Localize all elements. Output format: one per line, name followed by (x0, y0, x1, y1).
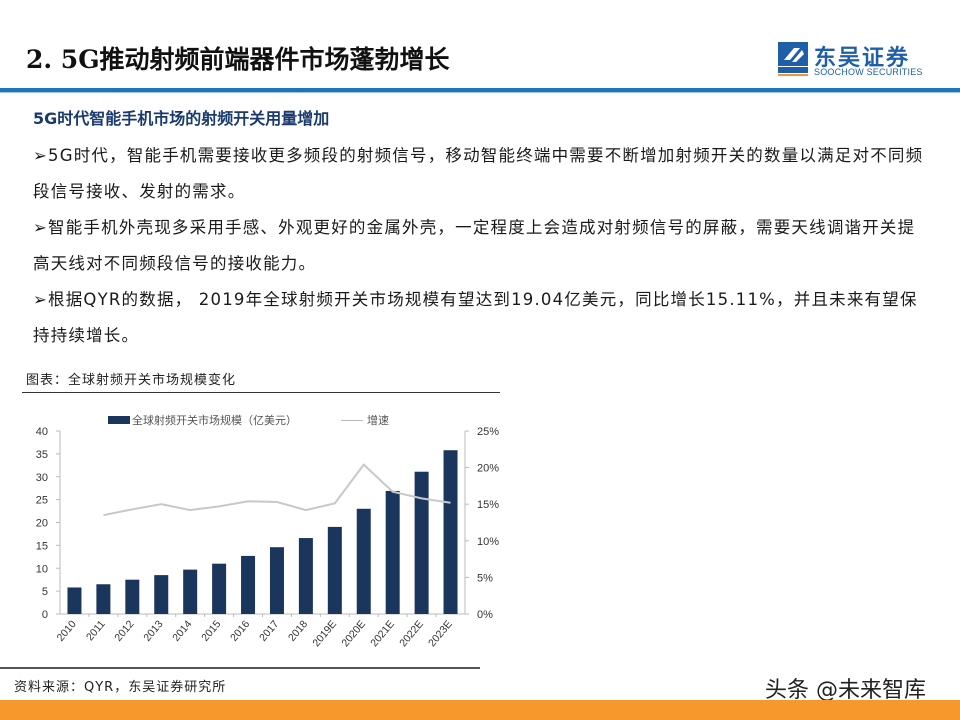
bar (96, 584, 111, 614)
page-title: 2. 5G推动射频前端器件市场蓬勃增长 (26, 45, 450, 74)
scs-logo-icon (778, 42, 808, 76)
left-tick-label: 0 (42, 609, 48, 621)
bar (67, 587, 82, 614)
x-tick-label: 2017 (257, 618, 281, 644)
header-divider (0, 88, 960, 92)
left-tick-label: 10 (36, 563, 48, 575)
x-tick-label: 2023E (426, 618, 455, 649)
x-tick-label: 2011 (84, 618, 108, 643)
header-divider-light (0, 92, 960, 93)
chart-legend: 全球射频开关市场规模（亿美元） 增速 (108, 412, 389, 428)
bullet-paragraph: ➢根据QYR的数据， 2019年全球射频开关市场规模有望达到19.04亿美元，同… (33, 290, 918, 345)
bar (212, 563, 227, 614)
x-tick-label: 2010 (55, 618, 79, 644)
bar (385, 490, 400, 614)
legend-bar-label: 全球射频开关市场规模（亿美元） (132, 414, 297, 427)
x-tick-label: 2012 (112, 618, 136, 644)
left-tick-label: 20 (36, 518, 48, 530)
logo-text-cn: 东吴证券 (814, 46, 911, 71)
x-tick-label: 2022E (397, 618, 426, 649)
x-tick-label: 2014 (170, 618, 194, 644)
watermark: 头条 @未来智库 (765, 678, 926, 703)
left-tick-label: 35 (36, 449, 48, 461)
legend-line-swatch (341, 419, 363, 421)
x-tick-label: 2020E (339, 618, 368, 649)
x-tick-label: 2013 (141, 618, 165, 644)
left-tick-label: 30 (36, 472, 48, 484)
brand-logo: 东吴证券 SOOCHOW SECURITIES (778, 42, 948, 80)
x-tick-label: 2021E (368, 618, 397, 649)
figure-divider-bottom (0, 667, 480, 669)
bar (241, 555, 256, 614)
bar (443, 450, 458, 614)
bar (269, 547, 284, 614)
bar (154, 575, 169, 614)
figure-title: 图表：全球射频开关市场规模变化 (26, 373, 237, 388)
bar (356, 508, 371, 614)
bar (125, 579, 140, 614)
bar (298, 538, 313, 614)
right-tick-label: 25% (477, 426, 499, 438)
section-subtitle: 5G时代智能手机市场的射频开关用量增加 (33, 109, 330, 128)
left-tick-label: 5 (42, 586, 48, 598)
bullet-paragraph: ➢智能手机外壳现多采用手感、外观更好的金属外壳，一定程度上会造成对射频信号的屏蔽… (33, 218, 916, 273)
bar (414, 471, 429, 614)
x-tick-label: 2018 (286, 618, 310, 644)
right-tick-label: 10% (477, 536, 499, 548)
left-tick-label: 15 (36, 540, 48, 552)
logo-text-en: SOOCHOW SECURITIES (814, 67, 923, 77)
x-tick-label: 2016 (228, 618, 252, 644)
left-tick-label: 25 (36, 495, 48, 507)
right-tick-label: 5% (477, 572, 493, 584)
left-tick-label: 40 (36, 426, 48, 438)
figure-divider-top (22, 392, 500, 393)
right-tick-label: 20% (477, 463, 499, 475)
x-tick-label: 2019E (310, 618, 339, 649)
bar (327, 526, 342, 614)
right-tick-label: 0% (477, 609, 493, 621)
market-size-chart: 0 5 10 15 20 25 30 35 40 0% 5% 10% 15% 20% 25% 2010 2011… (36, 426, 499, 649)
figure-source: 资料来源：QYR，东吴证券研究所 (14, 680, 227, 695)
legend-bar-swatch (108, 416, 130, 424)
growth-line (103, 463, 451, 517)
bar (183, 569, 198, 614)
footer-bar (0, 700, 960, 720)
right-tick-label: 15% (477, 499, 499, 511)
legend-line-label: 增速 (367, 414, 389, 427)
x-tick-label: 2015 (199, 618, 223, 644)
bullet-paragraph: ➢5G时代，智能手机需要接收更多频段的射频信号，移动智能终端中需要不断增加射频开… (33, 146, 924, 201)
